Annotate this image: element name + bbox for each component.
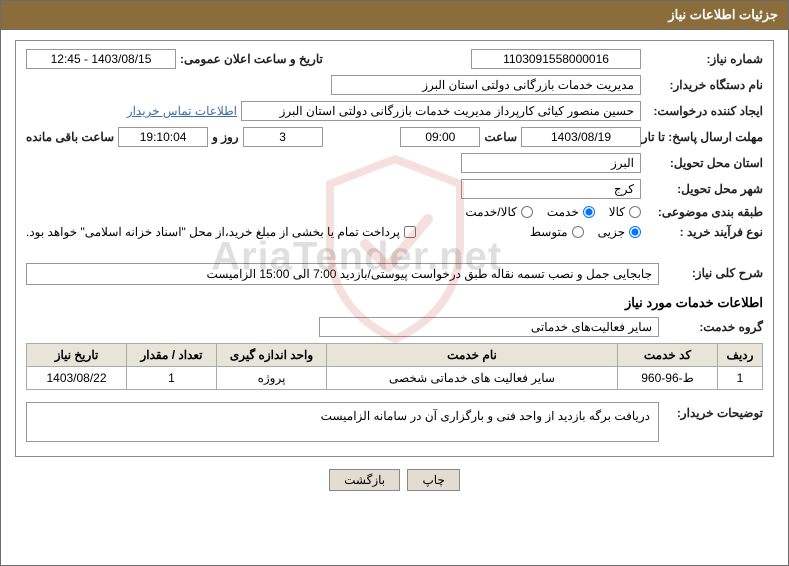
group-value: سایر فعالیت‌های خدماتی	[319, 317, 659, 337]
page-title: جزئیات اطلاعات نیاز	[1, 1, 788, 30]
details-panel: AriaTender.net شماره نیاز: 1103091558000…	[15, 40, 774, 457]
radio-motevaset[interactable]	[572, 226, 584, 238]
remain-label: ساعت باقی مانده	[26, 130, 114, 144]
buyer-note-value: دریافت برگه بازدید از واحد فنی و بارگزار…	[26, 402, 659, 442]
services-table: ردیف کد خدمت نام خدمت واحد اندازه گیری ت…	[26, 343, 763, 390]
requester-value: حسین منصور کیائی کارپرداز مدیریت خدمات ب…	[241, 101, 641, 121]
treasury-checkbox[interactable]	[404, 226, 416, 238]
category-label: طبقه بندی موضوعی:	[645, 205, 763, 219]
deadline-time: 09:00	[400, 127, 480, 147]
table-header-row: ردیف کد خدمت نام خدمت واحد اندازه گیری ت…	[27, 344, 763, 367]
buyer-note-label: توضیحات خریدار:	[663, 406, 763, 420]
proc-label: نوع فرآیند خرید :	[645, 225, 763, 239]
requester-label: ایجاد کننده درخواست:	[645, 104, 763, 118]
radio-jozi[interactable]	[629, 226, 641, 238]
print-button[interactable]: چاپ	[407, 469, 459, 491]
td-date: 1403/08/22	[27, 367, 127, 390]
radio-khedmat[interactable]	[583, 206, 595, 218]
province-label: استان محل تحویل:	[645, 156, 763, 170]
td-name: سایر فعالیت های خدماتی شخصی	[327, 367, 618, 390]
radio-both-label: کالا/خدمت	[465, 205, 516, 219]
desc-value: جابجایی جمل و نصب تسمه نقاله طبق درخواست…	[26, 263, 659, 285]
need-no-value: 1103091558000016	[471, 49, 641, 69]
th-date: تاریخ نیاز	[27, 344, 127, 367]
td-unit: پروژه	[217, 367, 327, 390]
radio-khedmat-label: خدمت	[547, 205, 579, 219]
desc-label: شرح کلی نیاز:	[663, 266, 763, 280]
td-qty: 1	[127, 367, 217, 390]
contact-link[interactable]: اطلاعات تماس خریدار	[127, 104, 237, 118]
radio-kala-label: کالا	[609, 205, 625, 219]
proc-radios: جزیی متوسط	[530, 225, 641, 239]
days-value: 3	[243, 127, 323, 147]
th-code: کد خدمت	[618, 344, 718, 367]
category-radios: کالا خدمت کالا/خدمت	[465, 205, 641, 219]
radio-kala[interactable]	[629, 206, 641, 218]
radio-both[interactable]	[521, 206, 533, 218]
td-row: 1	[718, 367, 763, 390]
remain-time: 19:10:04	[118, 127, 208, 147]
back-button[interactable]: بازگشت	[329, 469, 400, 491]
buyer-value: مدیریت خدمات بازرگانی دولتی استان البرز	[331, 75, 641, 95]
radio-motevaset-label: متوسط	[530, 225, 568, 239]
city-label: شهر محل تحویل:	[645, 182, 763, 196]
time-label: ساعت	[484, 130, 517, 144]
services-title: اطلاعات خدمات مورد نیاز	[26, 295, 763, 311]
treasury-note: پرداخت تمام یا بخشی از مبلغ خرید،از محل …	[26, 225, 400, 239]
th-unit: واحد اندازه گیری	[217, 344, 327, 367]
days-and: روز و	[212, 130, 239, 144]
deadline-label: مهلت ارسال پاسخ: تا تاریخ:	[645, 130, 763, 144]
group-label: گروه خدمت:	[663, 320, 763, 334]
deadline-date: 1403/08/19	[521, 127, 641, 147]
td-code: ط-96-960	[618, 367, 718, 390]
province-value: البرز	[461, 153, 641, 173]
th-qty: تعداد / مقدار	[127, 344, 217, 367]
th-name: نام خدمت	[327, 344, 618, 367]
announce-label: تاریخ و ساعت اعلان عمومی:	[180, 52, 323, 66]
announce-value: 1403/08/15 - 12:45	[26, 49, 176, 69]
table-row: 1 ط-96-960 سایر فعالیت های خدماتی شخصی پ…	[27, 367, 763, 390]
radio-jozi-label: جزیی	[598, 225, 625, 239]
city-value: کرج	[461, 179, 641, 199]
need-no-label: شماره نیاز:	[645, 52, 763, 66]
buyer-label: نام دستگاه خریدار:	[645, 78, 763, 92]
th-row: ردیف	[718, 344, 763, 367]
